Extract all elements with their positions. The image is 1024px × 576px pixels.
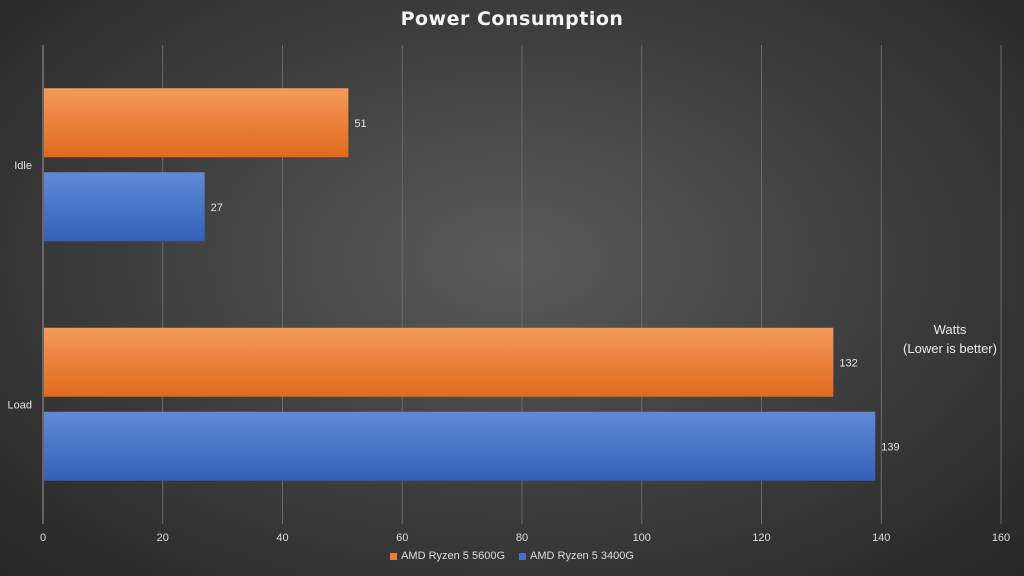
annotation-line-2: (Lower is better) [903,341,997,356]
legend-swatch-5600g [390,552,398,560]
data-label: 139 [881,441,899,453]
x-tick-label: 60 [396,532,408,544]
bar [44,172,205,242]
bar [44,411,876,481]
x-tick-label: 120 [752,532,770,544]
x-tick-label: 80 [516,532,528,544]
x-tick-label: 40 [276,532,288,544]
x-tick-label: 20 [157,532,169,544]
bar [44,327,834,397]
legend-swatch-3400g [519,552,526,560]
annotation-line-1: Watts [933,322,967,337]
bar [44,88,349,158]
legend: AMD Ryzen 5 5600G AMD Ryzen 5 3400G [0,550,1024,562]
legend-item-5600g: AMD Ryzen 5 5600G [390,550,505,562]
x-tick-label: 100 [633,532,651,544]
axis-annotation: Watts (Lower is better) [880,320,1020,358]
labels: 0 20 40 60 80 100 120 140 160 51 27 Idle 132 139 Load [8,118,1011,544]
chart-title: Power Consumption [400,8,624,30]
data-label: 27 [211,202,223,214]
legend-item-3400g: AMD Ryzen 5 3400G [519,550,634,562]
x-tick-label: 0 [40,532,46,544]
data-label: 132 [839,357,857,369]
legend-label-3400g: AMD Ryzen 5 3400G [530,550,634,562]
data-label: 51 [354,118,366,130]
bars [44,88,876,481]
category-label: Idle [14,160,32,172]
category-label: Load [8,399,32,411]
x-tick-label: 140 [872,532,890,544]
legend-label-5600g: AMD Ryzen 5 5600G [401,550,505,562]
x-tick-label: 160 [992,532,1010,544]
